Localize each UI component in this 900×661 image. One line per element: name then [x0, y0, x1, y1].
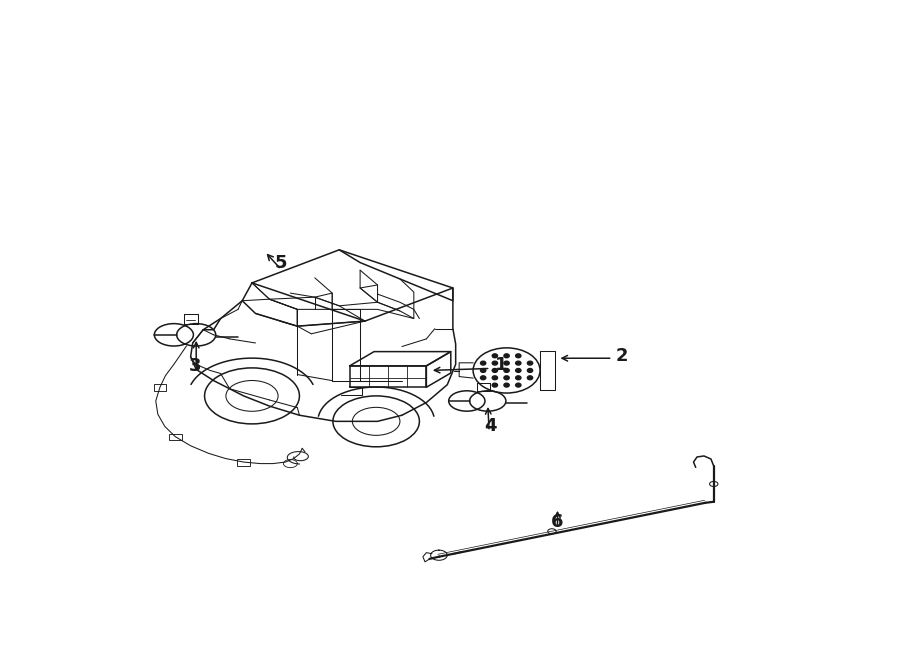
Circle shape [527, 369, 533, 372]
Circle shape [492, 354, 498, 358]
Circle shape [504, 383, 509, 387]
Circle shape [504, 376, 509, 379]
Circle shape [492, 376, 498, 379]
Text: 3: 3 [189, 356, 201, 375]
Circle shape [516, 354, 521, 358]
Bar [154, 384, 166, 391]
Circle shape [516, 369, 521, 372]
Circle shape [492, 361, 498, 365]
Bar [169, 434, 182, 440]
Circle shape [527, 376, 533, 379]
Circle shape [527, 361, 533, 365]
Text: 4: 4 [484, 416, 497, 434]
Circle shape [481, 369, 486, 372]
Text: 1: 1 [495, 356, 508, 374]
Text: 2: 2 [616, 346, 628, 365]
Text: 5: 5 [275, 254, 287, 272]
Text: 6: 6 [552, 514, 563, 531]
Circle shape [481, 361, 486, 365]
Circle shape [481, 376, 486, 379]
Circle shape [504, 354, 509, 358]
Circle shape [492, 383, 498, 387]
Circle shape [516, 361, 521, 365]
Circle shape [504, 361, 509, 365]
Circle shape [492, 369, 498, 372]
Circle shape [516, 376, 521, 379]
Circle shape [516, 383, 521, 387]
Bar [238, 459, 250, 465]
Circle shape [504, 369, 509, 372]
